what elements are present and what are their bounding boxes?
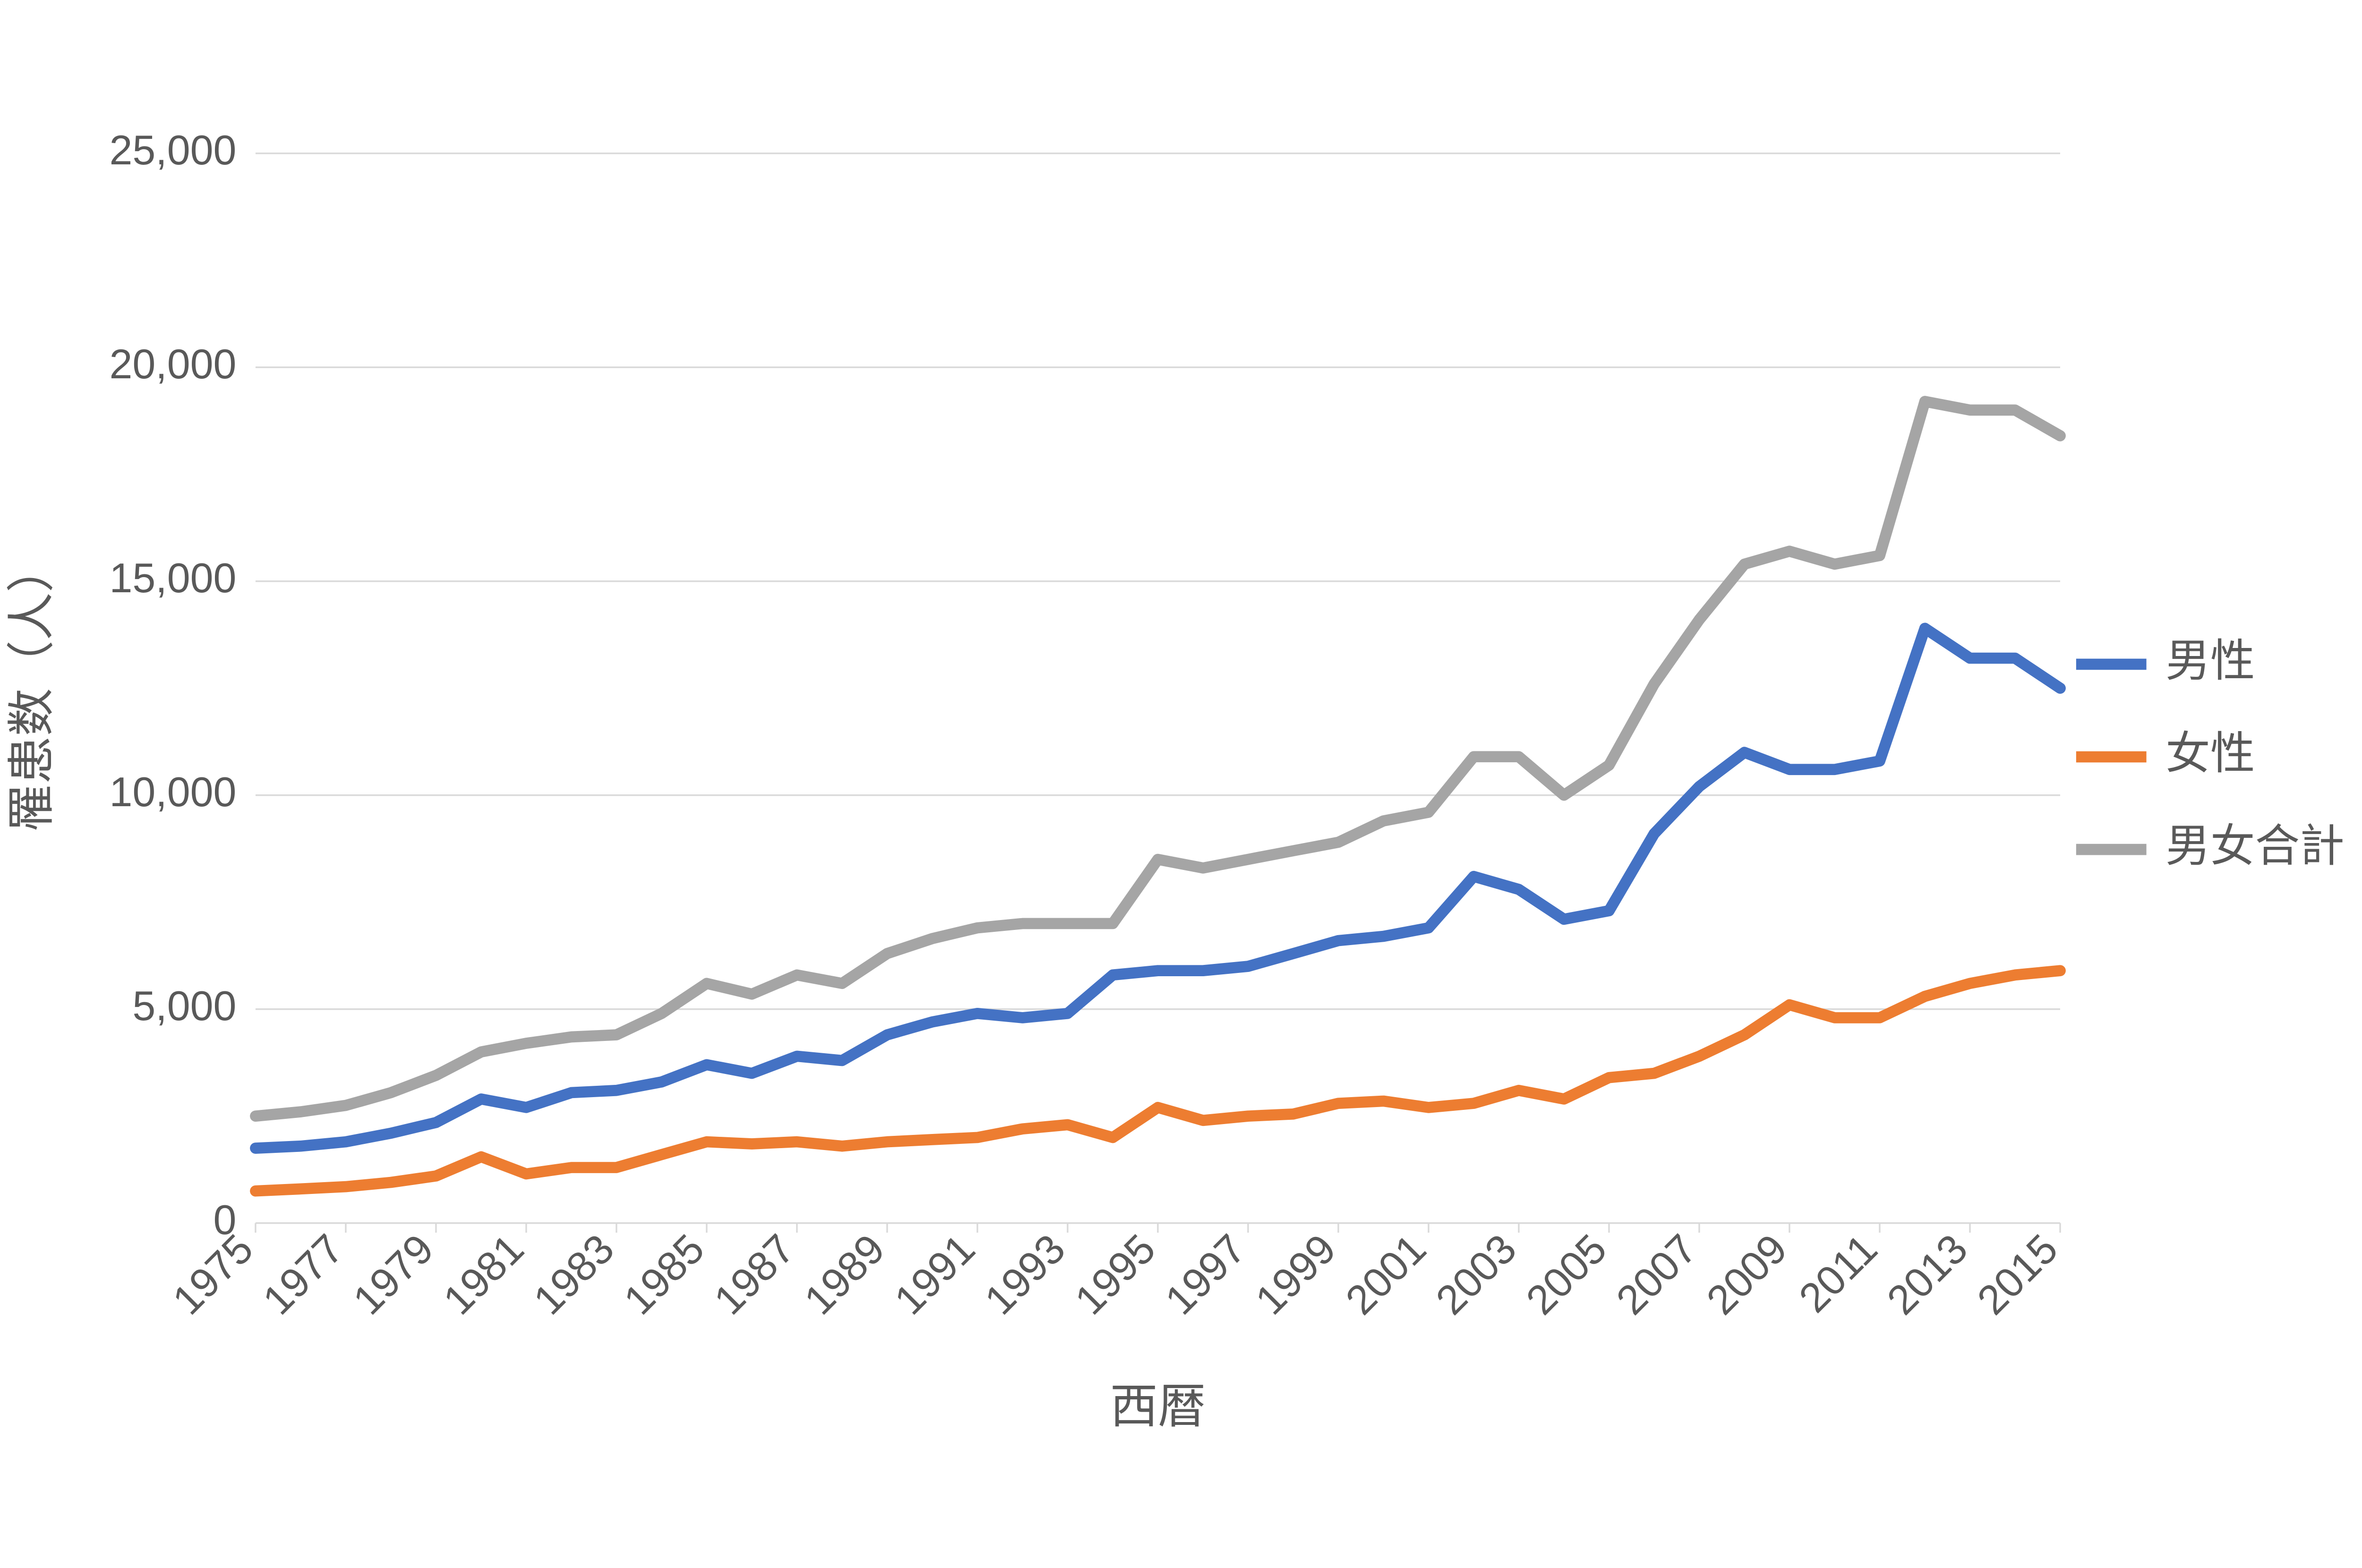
x-tick-label: 2015	[1968, 1225, 2066, 1323]
y-tick-label: 15,000	[110, 554, 237, 601]
x-tick-label: 2007	[1607, 1225, 1705, 1323]
x-tick-label: 2001	[1336, 1225, 1435, 1323]
x-tick-label: 2003	[1427, 1225, 1525, 1323]
series-line-女性	[256, 971, 2060, 1191]
x-tick-label: 2005	[1517, 1225, 1615, 1323]
y-tick-label: 25,000	[110, 127, 237, 173]
x-tick-label: 1993	[976, 1225, 1074, 1323]
line-chart: 05,00010,00015,00020,00025,0001975197719…	[0, 0, 2362, 1568]
legend-label-男性: 男性	[2165, 636, 2255, 686]
x-tick-label: 1995	[1066, 1225, 1164, 1323]
y-tick-label: 10,000	[110, 768, 237, 815]
legend-label-男女合計: 男女合計	[2165, 821, 2345, 871]
x-tick-label: 1991	[885, 1225, 984, 1323]
x-tick-label: 1983	[524, 1225, 623, 1323]
x-tick-label: 2013	[1878, 1225, 1976, 1323]
chart-svg: 05,00010,00015,00020,00025,0001975197719…	[0, 0, 2362, 1568]
x-tick-label: 2009	[1697, 1225, 1796, 1323]
x-tick-label: 1977	[254, 1225, 352, 1323]
y-tick-label: 20,000	[110, 341, 237, 387]
series-line-男性	[256, 628, 2060, 1148]
x-tick-label: 2011	[1790, 1225, 1886, 1321]
legend-label-女性: 女性	[2165, 729, 2255, 779]
x-tick-label: 1997	[1156, 1225, 1254, 1323]
x-tick-label: 1979	[344, 1225, 442, 1323]
x-tick-label: 1999	[1246, 1225, 1344, 1323]
x-tick-label: 1989	[795, 1225, 893, 1323]
y-axis-label: 罹患数（人）	[5, 545, 58, 832]
x-tick-label: 1985	[615, 1225, 713, 1323]
x-tick-label: 1987	[705, 1225, 803, 1323]
x-axis-label: 西暦	[1110, 1380, 1206, 1433]
y-tick-label: 5,000	[132, 982, 236, 1029]
x-tick-label: 1981	[434, 1225, 532, 1323]
x-tick-label: 1975	[163, 1225, 262, 1323]
